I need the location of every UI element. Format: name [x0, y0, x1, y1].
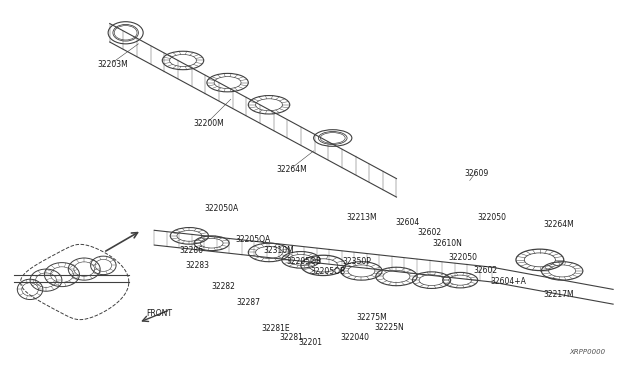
Text: 32281E: 32281E — [261, 324, 290, 333]
Text: 32281: 32281 — [280, 333, 303, 342]
Text: 32602: 32602 — [417, 228, 442, 237]
Text: 32609: 32609 — [464, 169, 488, 177]
Text: 32310M: 32310M — [263, 246, 294, 255]
Text: XRPP0000: XRPP0000 — [570, 349, 605, 355]
Text: 32213M: 32213M — [346, 213, 377, 222]
Text: 32201: 32201 — [298, 339, 323, 347]
Text: 32203M: 32203M — [97, 60, 128, 69]
Text: 32610N: 32610N — [433, 239, 462, 248]
Text: 32602: 32602 — [474, 266, 498, 275]
Text: 32282: 32282 — [211, 282, 235, 291]
Text: 32264M: 32264M — [543, 220, 574, 229]
Text: 322040: 322040 — [340, 333, 369, 342]
Text: 32286: 32286 — [179, 246, 204, 255]
Text: 32604+A: 32604+A — [490, 278, 526, 286]
Text: 32283: 32283 — [186, 261, 210, 270]
Text: 32264M: 32264M — [276, 165, 307, 174]
Text: 322050: 322050 — [477, 213, 506, 222]
Text: 32205QB: 32205QB — [287, 257, 322, 266]
Text: 32225N: 32225N — [374, 323, 404, 331]
Text: 322050: 322050 — [449, 253, 478, 263]
Text: FRONT: FRONT — [147, 309, 172, 318]
Text: 32205QA: 32205QA — [236, 235, 271, 244]
Text: 32604: 32604 — [396, 218, 420, 227]
Text: 32200M: 32200M — [193, 119, 224, 128]
Text: 32275M: 32275M — [357, 312, 388, 321]
Text: 32287: 32287 — [237, 298, 260, 307]
Text: 32217M: 32217M — [543, 291, 574, 299]
Text: 32205OB: 32205OB — [310, 267, 345, 276]
Text: 322050A: 322050A — [204, 203, 238, 213]
Text: 32350P: 32350P — [342, 257, 371, 266]
